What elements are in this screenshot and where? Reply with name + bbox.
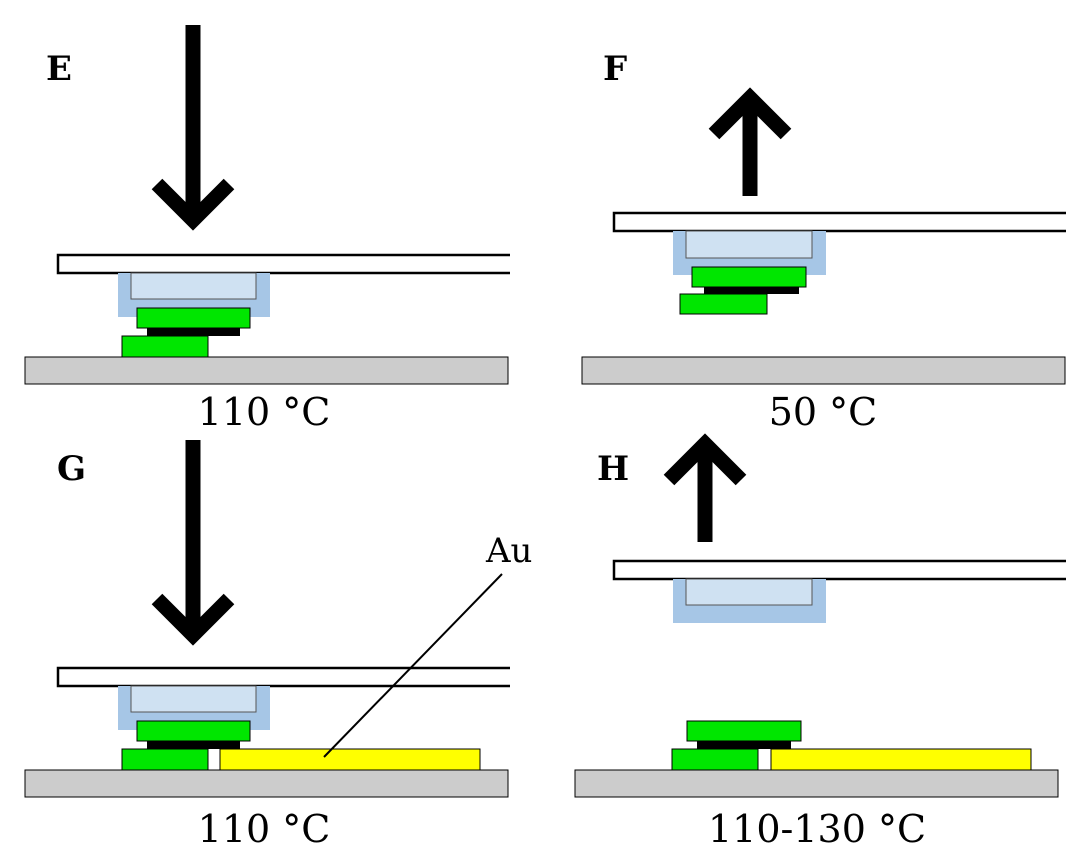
substrate — [24, 356, 509, 385]
panel-f: F 50 °C — [581, 49, 1066, 434]
spacer-layer — [697, 741, 791, 749]
top-flake — [691, 266, 807, 288]
bottom-flake — [121, 335, 209, 358]
stamp-inner — [685, 578, 813, 606]
stamp-inner — [130, 272, 257, 300]
spacer-layer — [704, 287, 799, 294]
glass-slide — [56, 253, 510, 275]
spacer-layer — [147, 741, 240, 749]
glass-slide — [56, 666, 510, 688]
top-flake — [686, 720, 802, 742]
down-arrow-icon — [151, 440, 235, 646]
bottom-flake — [671, 748, 759, 771]
stamp-inner — [130, 685, 257, 713]
top-flake — [136, 720, 251, 742]
substrate — [574, 769, 1059, 798]
temperature-label-h: 110-130 °C — [708, 807, 926, 851]
glass-slide — [612, 559, 1066, 581]
panel-label-e: E — [46, 49, 72, 89]
glass-slide — [612, 211, 1066, 233]
substrate — [24, 769, 509, 798]
down-arrow-icon — [151, 25, 235, 231]
panel-label-h: H — [597, 449, 629, 489]
temperature-label-f: 50 °C — [769, 390, 878, 434]
panel-e: E 110 °C — [24, 25, 510, 434]
stamp-inner — [685, 230, 813, 259]
temperature-label-e: 110 °C — [198, 390, 331, 434]
gold-electrode — [219, 748, 481, 771]
substrate — [581, 356, 1066, 385]
panel-label-f: F — [603, 49, 627, 89]
panel-h: H 110-130 °C — [574, 433, 1066, 851]
spacer-layer — [147, 328, 240, 336]
up-arrow-icon — [663, 433, 747, 542]
gold-electrode — [770, 748, 1032, 771]
panel-label-g: G — [57, 449, 86, 489]
annotation-leader-line — [323, 573, 503, 758]
panel-g: G Au 110 °C — [24, 440, 532, 851]
gold-annotation-label: Au — [485, 531, 532, 571]
temperature-label-g: 110 °C — [198, 807, 331, 851]
up-arrow-icon — [708, 87, 792, 196]
bottom-flake — [679, 293, 768, 315]
top-flake — [136, 307, 251, 329]
bottom-flake — [121, 748, 209, 771]
